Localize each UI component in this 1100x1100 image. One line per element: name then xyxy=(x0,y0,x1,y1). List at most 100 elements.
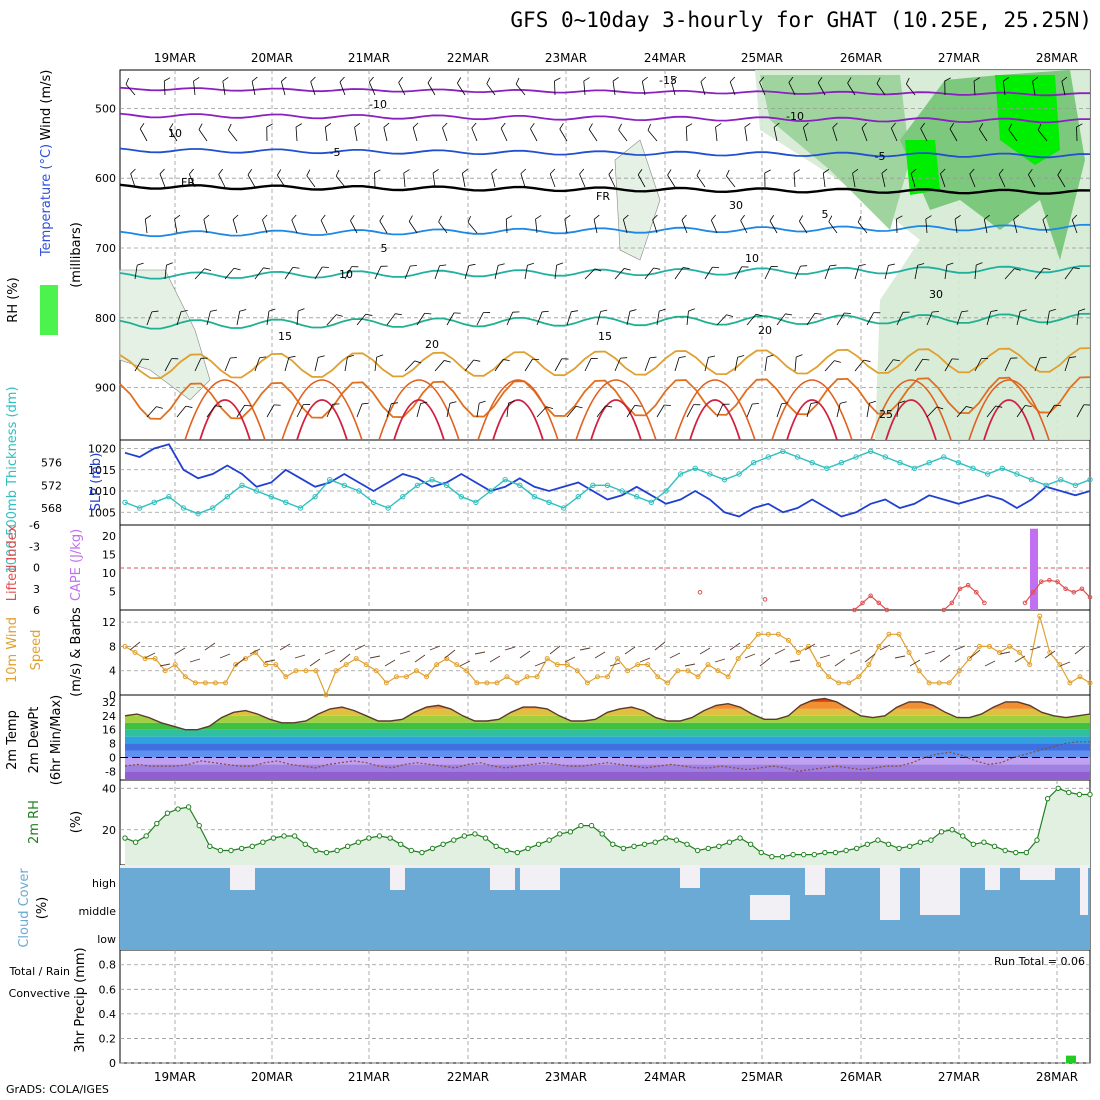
wind-barb-staff xyxy=(169,128,178,142)
wind-speed-marker xyxy=(263,662,269,668)
wind-barb-staff xyxy=(726,175,736,188)
wind-speed-marker xyxy=(574,668,580,674)
wind-barb-flag xyxy=(318,355,325,358)
wind-barb-flag xyxy=(130,168,136,174)
wind-barb xyxy=(824,360,841,372)
wind-barb-staff xyxy=(618,129,628,142)
wind-barb-10m xyxy=(474,651,486,655)
wind-barb-staff xyxy=(174,219,178,234)
wind-barb xyxy=(1057,169,1066,188)
isotherm-25-arch xyxy=(575,379,657,441)
thickness-marker xyxy=(487,488,494,494)
wind-barb-flag xyxy=(653,267,661,270)
wind-barb xyxy=(773,122,780,142)
wind-barb xyxy=(1004,268,1021,280)
wind-barb xyxy=(656,308,666,326)
wind-barb-10m xyxy=(609,662,621,667)
wind-barb-flag xyxy=(310,76,316,82)
wind-barb-flag xyxy=(712,266,720,269)
wind-barb-flag xyxy=(483,312,491,313)
wind-barb-flag xyxy=(457,77,462,84)
rh-2m-marker xyxy=(366,835,372,841)
wind-barb-staff xyxy=(854,359,865,372)
wind-barb-flag xyxy=(410,265,417,267)
wind-barb xyxy=(704,266,720,280)
wind-barb-flag xyxy=(1010,357,1018,359)
wind-barb-flag xyxy=(726,169,730,177)
wind-barb xyxy=(1034,356,1047,372)
temp-tick: -8 xyxy=(105,765,116,778)
wind-barb-10m xyxy=(219,653,231,659)
wind-barb-staff xyxy=(852,173,856,188)
wind-barb-staff xyxy=(506,312,514,326)
lifted-index-marker xyxy=(868,593,873,599)
wind-barb-10m xyxy=(774,648,786,655)
wind-barb-flag xyxy=(623,214,629,220)
wind-barb-staff xyxy=(416,313,425,326)
wind-speed-marker xyxy=(1017,650,1023,655)
cloud-gap xyxy=(490,865,515,890)
wind-barb xyxy=(284,266,300,280)
wind-barb-flag xyxy=(679,356,686,359)
wind-speed-marker xyxy=(233,662,239,668)
wind-barb xyxy=(686,308,695,326)
wind-barb-10m xyxy=(369,655,381,659)
thickness-marker xyxy=(283,499,289,506)
precip-tick: 0.8 xyxy=(99,959,117,972)
wind-barb-flag xyxy=(781,402,789,405)
rh-2m-marker xyxy=(185,804,192,810)
wind-barb-flag xyxy=(1032,76,1039,82)
wind-barb xyxy=(356,402,369,418)
wind-barb xyxy=(685,123,693,142)
wind-speed-marker xyxy=(876,643,882,649)
wind-barb xyxy=(326,314,343,326)
wind-barb-staff xyxy=(998,174,1006,188)
thickness-marker xyxy=(400,493,406,500)
wind-barb-staff xyxy=(876,83,886,96)
wind-barb-flag xyxy=(579,168,585,175)
wind-barb-staff xyxy=(836,312,845,326)
wind-barb-staff xyxy=(159,173,166,188)
wind-barb xyxy=(700,76,707,96)
wind-barb-staff xyxy=(641,81,646,96)
isotherm-30-arch xyxy=(199,399,251,441)
thickness-marker xyxy=(1028,476,1035,483)
wind-barb xyxy=(764,265,778,280)
wind-barb xyxy=(296,308,305,326)
thickness-marker xyxy=(648,499,655,506)
wind-barb-flag xyxy=(873,312,881,314)
rh-2m-marker xyxy=(557,831,563,837)
wind-barb-flag xyxy=(1071,214,1078,221)
thickness-marker xyxy=(824,465,830,472)
wind-speed-marker xyxy=(645,662,651,668)
wind-barb xyxy=(464,359,481,372)
wind-tick: 8 xyxy=(109,640,116,653)
wind-barb-flag xyxy=(230,357,237,359)
isotherm-25-arch xyxy=(674,379,756,441)
wind-speed-marker xyxy=(655,674,661,680)
wind-barb-staff xyxy=(744,127,748,142)
wind-speed-marker xyxy=(524,674,530,680)
wind-barb-flag xyxy=(600,309,608,312)
wind-barb-flag xyxy=(910,168,917,174)
lifted-index-marker xyxy=(949,600,955,606)
wind-barb xyxy=(832,122,838,142)
wind-barb xyxy=(457,77,466,96)
wind-speed-marker xyxy=(946,680,952,686)
thickness-marker xyxy=(999,465,1005,472)
wind-barb-10m xyxy=(864,653,876,663)
wind-barb xyxy=(505,215,513,234)
wind-barb-10m xyxy=(234,657,246,667)
wind-barb-flag xyxy=(222,76,229,82)
wind-barb xyxy=(686,404,701,418)
wind-speed-marker xyxy=(383,680,389,686)
wind-barb xyxy=(144,215,152,234)
wind-barb-staff xyxy=(203,219,208,234)
lifted-tick: 0 xyxy=(33,562,40,575)
wind-barb xyxy=(674,356,686,372)
wind-barb xyxy=(857,215,868,234)
wind-barb-flag xyxy=(233,267,241,271)
wind-barb xyxy=(926,311,939,326)
wind-barb xyxy=(404,265,417,280)
wind-barb-10m xyxy=(714,658,726,663)
